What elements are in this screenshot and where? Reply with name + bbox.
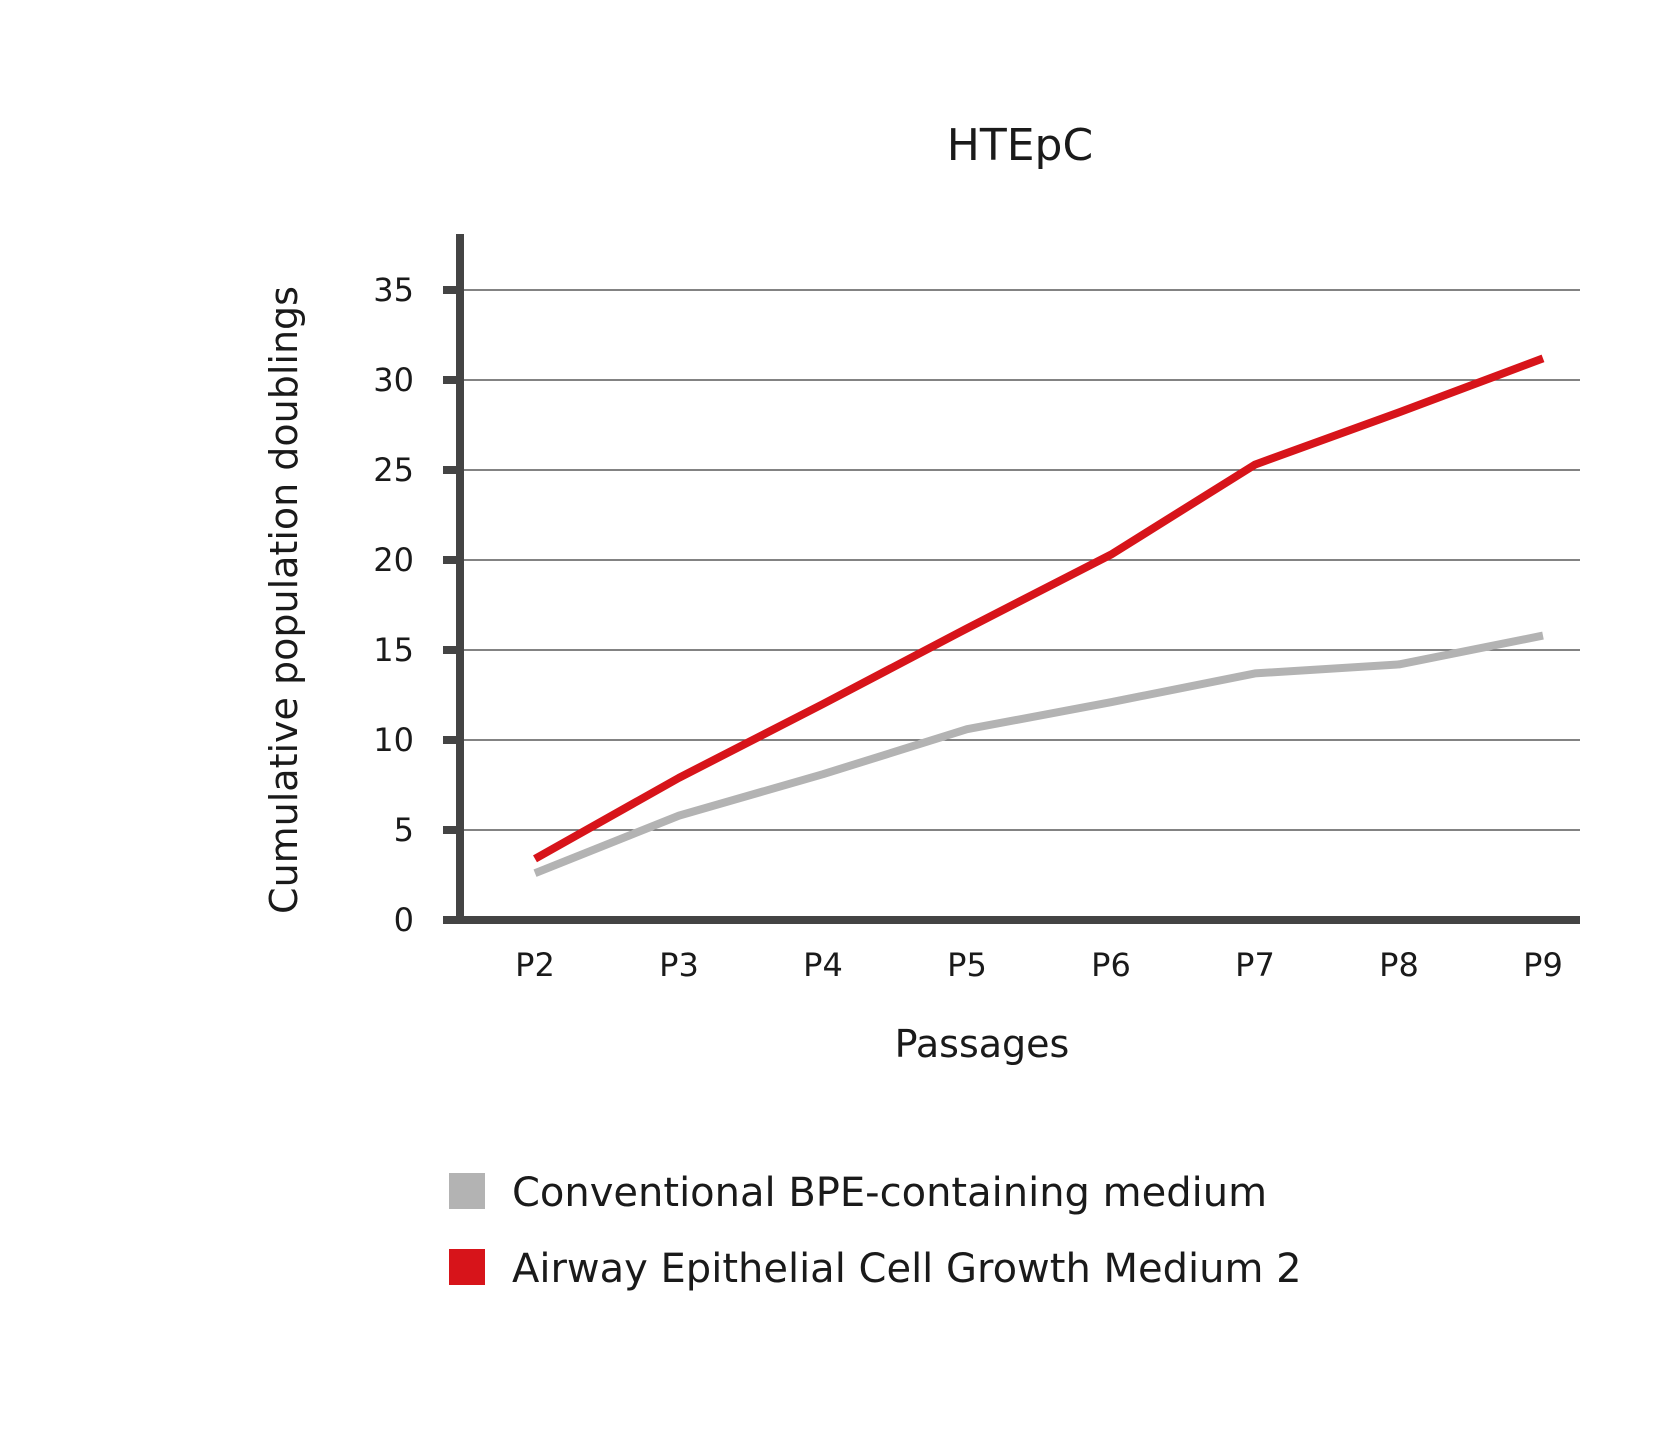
- x-tick-label: P3: [659, 946, 699, 984]
- x-tick-label: P4: [803, 946, 843, 984]
- legend-label: Airway Epithelial Cell Growth Medium 2: [512, 1246, 1302, 1292]
- series-lines: [533, 354, 1545, 877]
- legend: Conventional BPE-containing medium Airway…: [449, 1170, 1302, 1292]
- y-tick-label: 15: [373, 631, 414, 669]
- y-axis-title: Cumulative population doublings: [262, 286, 306, 914]
- x-axis-title: Passages: [895, 1022, 1070, 1066]
- legend-label: Conventional BPE-containing medium: [512, 1170, 1267, 1216]
- x-axis-ticks: P2 P3 P4 P5 P6 P7 P8 P9: [515, 946, 1563, 984]
- series-line-1: [533, 631, 1544, 877]
- x-tick-label: P9: [1523, 946, 1563, 984]
- x-tick-label: P5: [947, 946, 987, 984]
- series-line-2: [533, 354, 1545, 863]
- y-tick-label: 30: [373, 361, 414, 399]
- y-tick-label: 35: [373, 271, 414, 309]
- x-tick-label: P2: [515, 946, 555, 984]
- y-tick-label: 10: [373, 721, 414, 759]
- chart-title: HTEpC: [947, 120, 1093, 171]
- y-axis-ticks: 0 5 10 15 20 25 30 35: [373, 271, 460, 939]
- gridlines: [460, 289, 1580, 831]
- y-tick-label: 25: [373, 451, 414, 489]
- x-tick-label: P6: [1091, 946, 1131, 984]
- y-tick-label: 0: [394, 901, 414, 939]
- y-tick-label: 5: [394, 811, 414, 849]
- legend-swatch: [449, 1249, 485, 1285]
- x-tick-label: P8: [1379, 946, 1419, 984]
- y-tick-label: 20: [373, 541, 414, 579]
- legend-swatch: [449, 1173, 485, 1209]
- x-tick-label: P7: [1235, 946, 1275, 984]
